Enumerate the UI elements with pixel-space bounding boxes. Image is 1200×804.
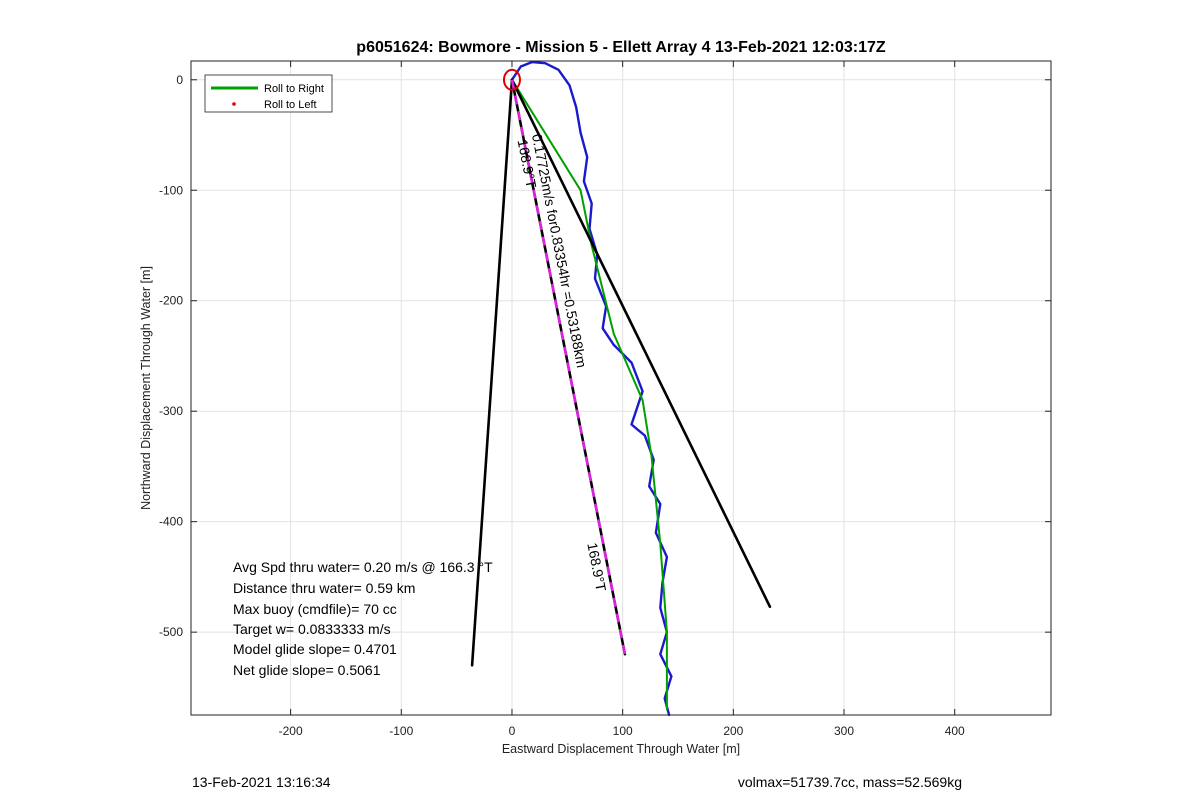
annotation-1: 0.17725m/s for0.83354hr =0.53188km [529, 133, 590, 369]
stat-avg-speed: Avg Spd thru water= 0.20 m/s @ 166.3 °T [233, 559, 493, 575]
stat-target-w: Target w= 0.0833333 m/s [233, 621, 391, 637]
y-tick-label: -500 [159, 625, 183, 639]
y-tick-label: -300 [159, 404, 183, 418]
plot-area [470, 60, 772, 717]
y-tick-label: -100 [159, 183, 183, 197]
stat-max-buoy: Max buoy (cmdfile)= 70 cc [233, 601, 397, 617]
x-tick-label: -100 [389, 724, 413, 738]
series-1-line [511, 78, 668, 711]
series-0-line [510, 60, 673, 717]
stat-net-glide: Net glide slope= 0.5061 [233, 662, 381, 678]
chart-title: p6051624: Bowmore - Mission 5 - Ellett A… [356, 39, 886, 56]
stats-block: Avg Spd thru water= 0.20 m/s @ 166.3 °T … [233, 559, 493, 678]
stat-distance: Distance thru water= 0.59 km [233, 580, 415, 596]
legend-label-roll-right: Roll to Right [264, 83, 324, 95]
stat-model-glide: Model glide slope= 0.4701 [233, 641, 397, 657]
x-tick-label: 100 [613, 724, 633, 738]
annotation-2: 168.9°T [584, 541, 609, 593]
legend-label-roll-left: Roll to Left [264, 99, 317, 111]
series-4-dash [510, 79, 627, 655]
ticks: -200 -100 0 100 200 300 400 0 -100 -200 -300 -400 -5… [159, 61, 1051, 738]
x-tick-label: -200 [279, 724, 303, 738]
legend-swatch-roll-left [232, 102, 236, 106]
y-tick-label: -400 [159, 515, 183, 529]
x-axis-label: Eastward Displacement Through Water [m] [502, 742, 740, 756]
axes-box [190, 60, 1052, 716]
start-circle [502, 68, 521, 91]
x-tick-label: 400 [945, 724, 965, 738]
series-3-line [510, 78, 772, 609]
y-tick-label: 0 [176, 73, 183, 87]
x-tick-label: 0 [509, 724, 516, 738]
series-2-line [470, 78, 514, 667]
footer-timestamp: 13-Feb-2021 13:16:34 [192, 774, 331, 790]
annotations: 168.9°T 0.17725m/s for0.83354hr =0.53188k… [515, 133, 610, 594]
footer-volmax-mass: volmax=51739.7cc, mass=52.569kg [738, 774, 962, 790]
x-tick-label: 300 [834, 724, 854, 738]
legend: Roll to Right Roll to Left [204, 74, 333, 113]
y-axis-label: Northward Displacement Through Water [m] [139, 266, 153, 510]
y-tick-label: -200 [159, 294, 183, 308]
x-tick-label: 200 [723, 724, 743, 738]
legend-box [204, 74, 333, 113]
